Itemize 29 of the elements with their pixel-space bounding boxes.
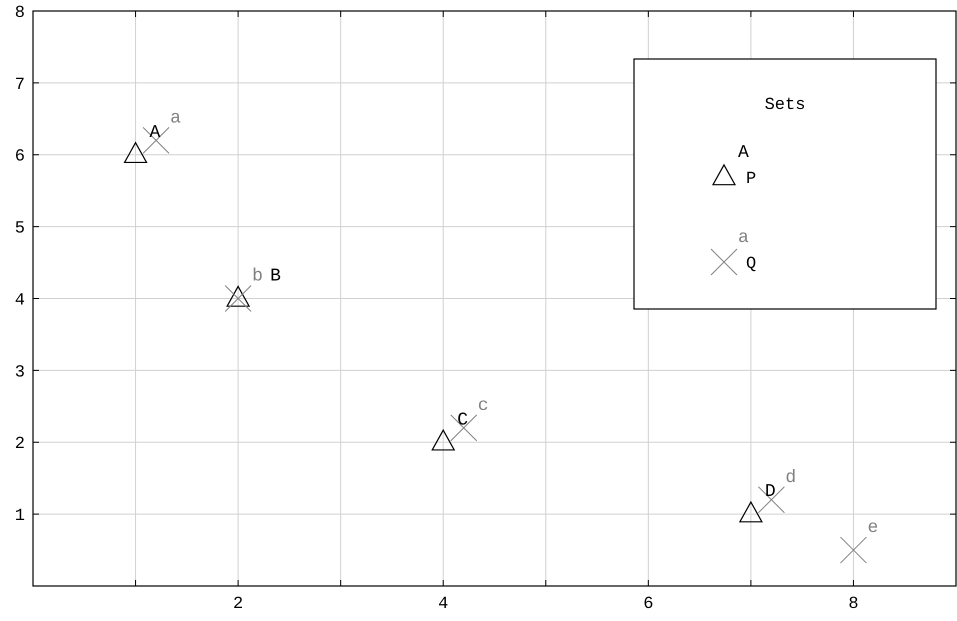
legend-label: Q bbox=[746, 255, 756, 274]
x-tick-label: 6 bbox=[643, 595, 654, 614]
point bbox=[124, 142, 148, 164]
point bbox=[840, 536, 867, 564]
y-tick-label: 1 bbox=[14, 507, 25, 526]
data-label: e bbox=[867, 518, 878, 538]
point bbox=[224, 285, 252, 312]
data-label: A bbox=[150, 122, 161, 143]
data-label: a bbox=[170, 108, 182, 128]
x-tick-label: 8 bbox=[848, 595, 859, 614]
data-label: B bbox=[270, 266, 282, 286]
x-tick-label: 2 bbox=[233, 595, 244, 614]
y-tick-label: 2 bbox=[14, 435, 25, 454]
x-tick-label: 4 bbox=[438, 595, 448, 614]
data-label: d bbox=[785, 468, 796, 488]
data-label: c bbox=[478, 396, 489, 416]
data-label: C bbox=[457, 410, 468, 430]
y-tick-label: 6 bbox=[14, 148, 25, 167]
legend-title: Sets bbox=[764, 96, 806, 115]
y-tick-label: 8 bbox=[14, 4, 25, 23]
y-tick-label: 3 bbox=[14, 363, 25, 382]
data-label: b bbox=[252, 266, 263, 286]
text: A bbox=[738, 143, 749, 163]
text: a bbox=[738, 228, 749, 248]
y-tick-label: 4 bbox=[14, 291, 25, 310]
legend-label: P bbox=[746, 170, 756, 189]
y-tick-label: 5 bbox=[14, 220, 25, 239]
y-tick-label: 7 bbox=[14, 76, 25, 95]
data-label: D bbox=[764, 482, 776, 502]
